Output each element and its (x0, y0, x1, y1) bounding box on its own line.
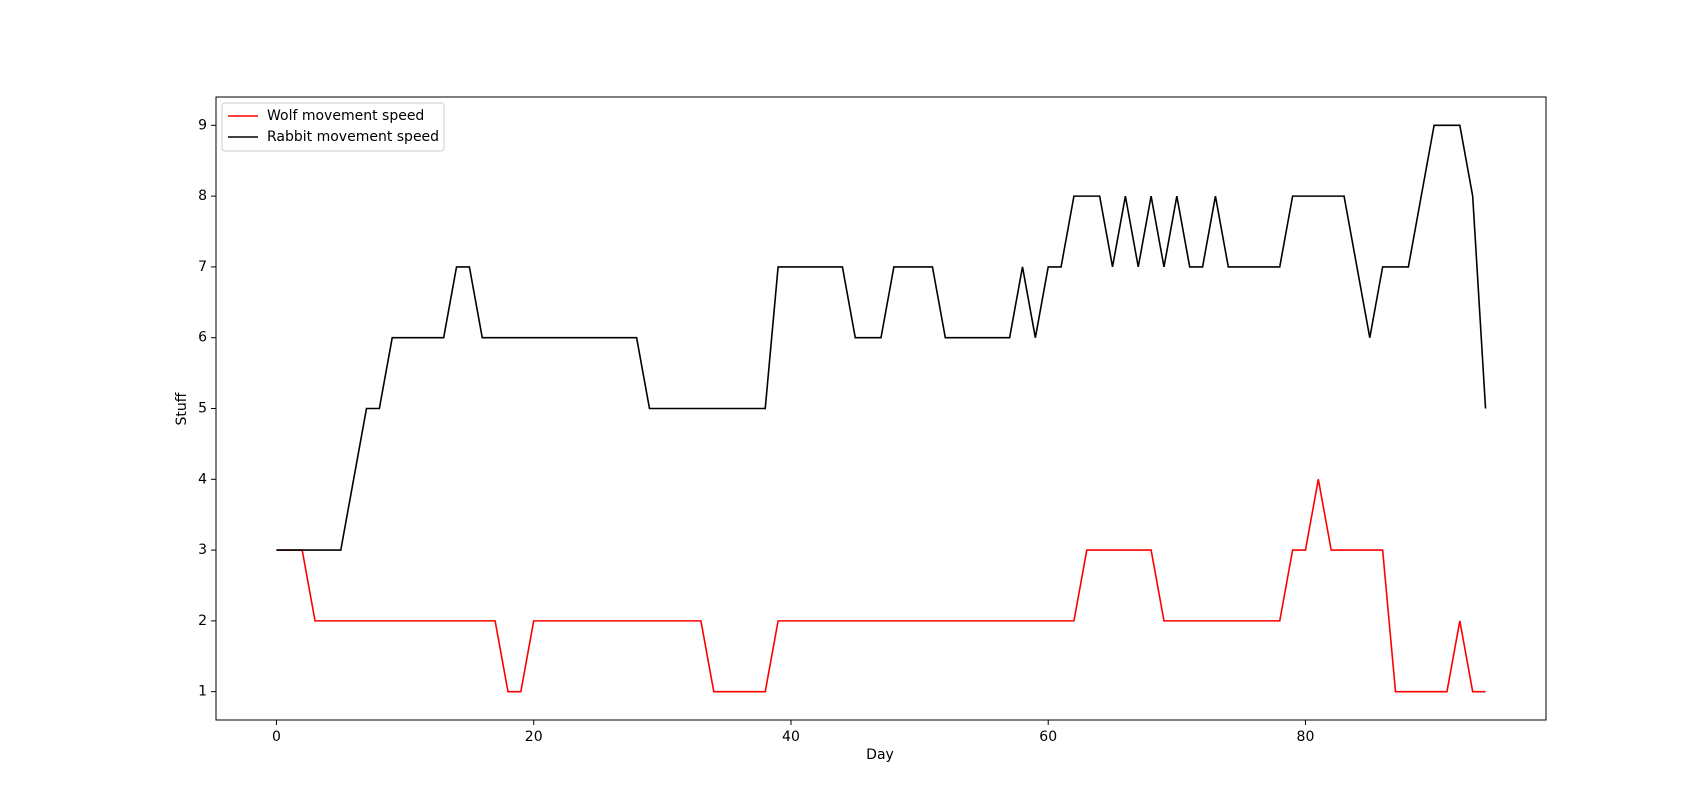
plot-frame (215, 96, 1547, 721)
legend-label: Rabbit movement speed (267, 129, 439, 145)
y-axis-label: Stuff (174, 392, 190, 425)
y-tick-label: 8 (198, 188, 207, 204)
y-tick-label: 9 (198, 117, 207, 133)
x-tick-label: 80 (1297, 729, 1315, 745)
line-series (276, 479, 1486, 693)
x-tick-label: 20 (525, 729, 543, 745)
y-tick-label: 1 (198, 684, 207, 700)
x-tick-label: 60 (1039, 729, 1057, 745)
x-tick-label: 40 (782, 729, 800, 745)
y-tick-label: 6 (198, 330, 207, 346)
y-tick-label: 5 (198, 401, 207, 417)
legend-label: Wolf movement speed (267, 108, 424, 124)
y-tick-label: 3 (198, 542, 207, 558)
legend: Wolf movement speed Rabbit movement speed (221, 102, 445, 152)
legend-box (221, 102, 445, 152)
x-axis-label: Day (866, 747, 894, 763)
y-tick-label: 4 (198, 471, 207, 487)
y-tick-label: 2 (198, 613, 207, 629)
y-tick-label: 7 (198, 259, 207, 275)
x-tick-label: 0 (272, 729, 281, 745)
line-series (276, 124, 1487, 551)
